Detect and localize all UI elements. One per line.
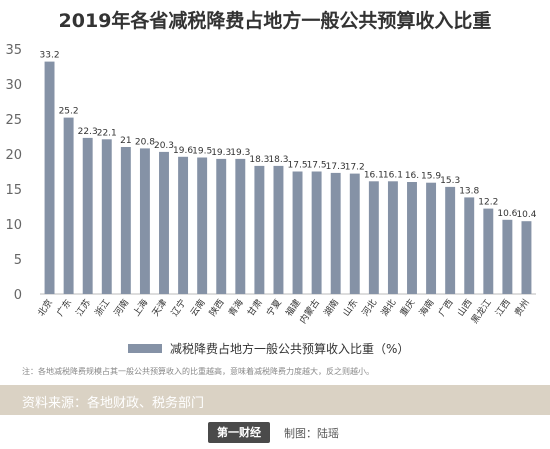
bar-value-label: 10.6 [497, 209, 517, 219]
x-tick-label: 福建 [283, 297, 303, 319]
y-tick-label: 5 [14, 253, 22, 268]
bar-value-label: 17.5 [288, 161, 308, 171]
x-tick-label: 浙江 [92, 297, 112, 319]
bar-value-label: 16.1 [364, 170, 384, 180]
y-tick-label: 15 [5, 183, 22, 198]
bar-value-label: 17.3 [326, 162, 346, 172]
x-tick-label: 黑龙江 [468, 297, 493, 326]
x-tick-label: 上海 [130, 297, 150, 319]
bar-value-label: 19.3 [230, 148, 250, 158]
bar [368, 181, 379, 294]
bar-value-label: 16.1 [383, 170, 403, 180]
bar [292, 171, 303, 294]
bar-value-label: 20.8 [135, 137, 155, 147]
y-tick-label: 10 [5, 218, 22, 233]
source-text: 资料来源：各地财政、税务部门 [22, 396, 205, 411]
x-tick-label: 北京 [35, 297, 55, 319]
bar [178, 156, 189, 294]
bar-value-label: 13.8 [459, 186, 479, 196]
bar-value-label: 22.3 [78, 127, 98, 137]
x-tick-label: 湖北 [379, 297, 398, 318]
bar [387, 181, 398, 294]
bar [197, 157, 208, 294]
footer: 第一财经 制图：陆瑶 [0, 415, 550, 449]
bar-value-label: 22.1 [97, 128, 117, 138]
bar [235, 158, 246, 294]
bar [273, 165, 284, 294]
chart-title: 2019年各省减税降费占地方一般公共预算收入比重 [58, 10, 492, 32]
bar-chart: 0 5 10 15 20 25 30 35 33.2 北京 25.2 广东 22.3 江苏 22.1 浙江 21… [5, 43, 536, 356]
bar-value-label: 25.2 [59, 107, 79, 117]
x-tick-label: 山西 [455, 297, 474, 318]
y-tick-label: 35 [5, 43, 22, 58]
x-tick-label: 重庆 [397, 297, 417, 319]
bar [426, 182, 437, 294]
x-tick-label: 山东 [340, 297, 360, 319]
x-tick-label: 海南 [416, 297, 436, 319]
bar [521, 221, 532, 294]
source-bar: 资料来源：各地财政、税务部门 [0, 385, 550, 415]
x-tick-label: 河南 [111, 297, 131, 319]
x-tick-label: 江苏 [73, 297, 93, 319]
x-tick-label: 宁夏 [264, 297, 284, 319]
bar [464, 197, 475, 294]
bar-value-label: 12.2 [478, 198, 498, 208]
x-tick-label: 广东 [54, 297, 74, 319]
bar-value-label: 17.5 [307, 161, 327, 171]
x-tick-label: 内蒙古 [297, 297, 322, 326]
y-tick-label: 20 [5, 148, 22, 163]
legend-swatch [128, 344, 162, 353]
x-tick-label: 辽宁 [168, 297, 188, 319]
bar [120, 147, 131, 294]
bar [483, 208, 494, 294]
bar [216, 158, 227, 294]
bar-value-label: 18.3 [268, 155, 288, 165]
bar [349, 173, 360, 294]
bar-value-label: 20.3 [154, 141, 174, 151]
x-tick-label: 河北 [359, 297, 379, 319]
x-tick-label: 湖南 [321, 297, 341, 319]
bar-value-label: 19.3 [211, 148, 231, 158]
bar [445, 186, 456, 294]
chart-credit: 制图：陆瑶 [284, 427, 339, 440]
bar [139, 148, 150, 294]
chart-note: 注：各地减税降费规模占其一般公共预算收入的比重越高，意味着减税降费力度越大，反之… [22, 367, 374, 376]
x-tick-label: 贵州 [512, 297, 532, 319]
bar [254, 165, 265, 294]
x-tick-label: 云南 [187, 297, 207, 319]
x-tick-label: 广西 [435, 297, 455, 319]
bar-value-label: 18.3 [249, 155, 269, 165]
x-tick-label: 江西 [493, 297, 512, 318]
y-tick-label: 30 [5, 78, 22, 93]
bar-value-label: 15.3 [440, 176, 460, 186]
y-tick-label: 25 [5, 113, 22, 128]
bar-value-label: 16. [405, 171, 419, 181]
bar-value-label: 17.2 [345, 163, 365, 173]
y-tick-label: 0 [14, 288, 22, 303]
bar [407, 182, 417, 294]
bar-value-label: 33.2 [40, 51, 60, 61]
bar-value-label: 19.5 [192, 147, 212, 157]
bar-value-label: 15.9 [421, 172, 441, 182]
bar [311, 171, 322, 294]
bar [44, 61, 55, 294]
legend-label: 减税降费占地方一般公共预算收入比重（%） [170, 341, 409, 356]
bar-value-label: 21 [120, 136, 131, 146]
x-tick-label: 天津 [150, 297, 169, 318]
bar [63, 117, 74, 294]
bar-value-label: 10.4 [516, 210, 536, 220]
bar [159, 151, 169, 294]
bar [502, 219, 513, 294]
x-tick-label: 青海 [226, 297, 246, 319]
publisher-logo: 第一财经 [208, 422, 270, 443]
bar-value-label: 19.6 [173, 146, 193, 156]
x-tick-label: 陕西 [207, 297, 227, 319]
bar [330, 172, 341, 294]
bar [82, 137, 93, 294]
bar [101, 139, 112, 294]
x-tick-label: 甘肃 [245, 297, 265, 319]
